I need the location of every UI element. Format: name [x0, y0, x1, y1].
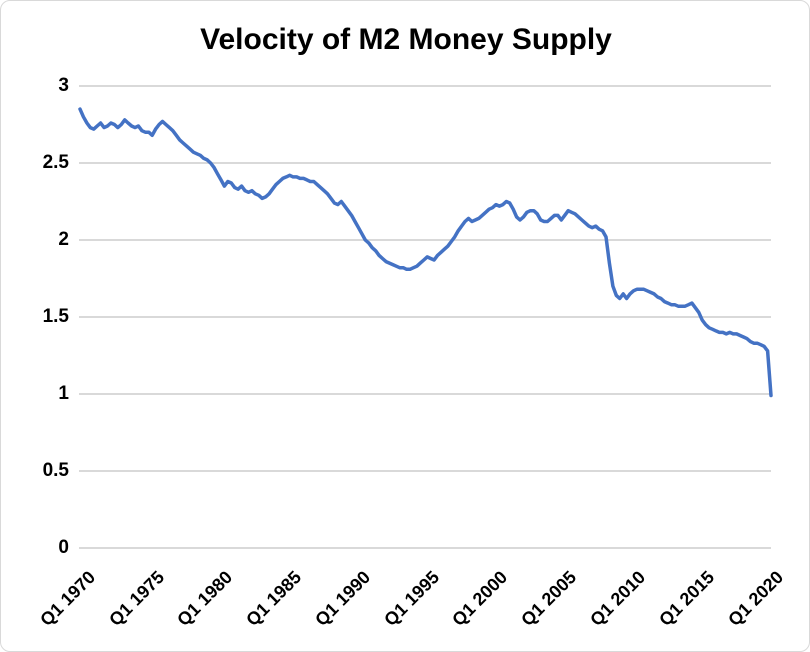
chart-title: Velocity of M2 Money Supply	[200, 23, 612, 56]
y-axis-tick-label: 3	[58, 75, 69, 96]
y-axis-tick-label: 1	[58, 383, 69, 404]
y-axis-tick-label: 2	[58, 229, 69, 250]
y-axis-tick-label: 2.5	[42, 152, 69, 173]
y-axis-tick-label: 0	[58, 537, 69, 558]
m2-velocity-line	[78, 107, 773, 398]
y-axis-tick-label: 0.5	[42, 460, 69, 481]
gridlines	[79, 85, 771, 549]
y-axis-tick-label: 1.5	[42, 306, 69, 327]
